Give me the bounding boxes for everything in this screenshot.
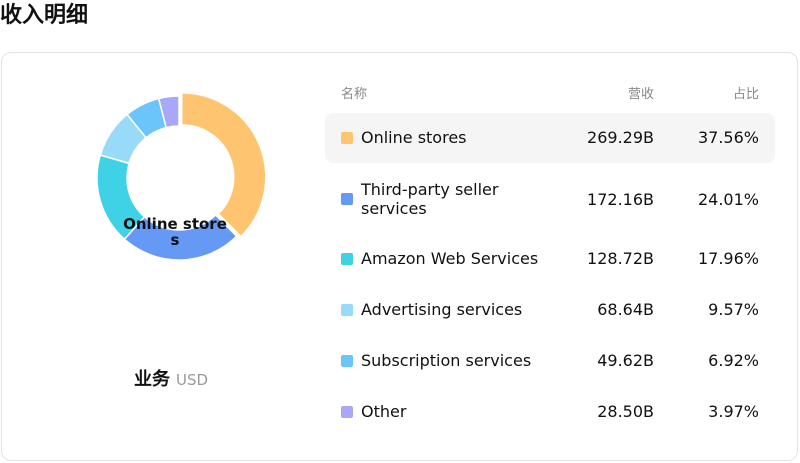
row-name: Other (361, 402, 407, 421)
table-row-other[interactable]: Other 28.50B 3.97% (325, 387, 775, 437)
row-name: Online stores (361, 128, 467, 147)
column-header-share: 占比 (732, 87, 759, 102)
row-revenue: 49.62B (597, 351, 654, 370)
donut-chart (93, 92, 265, 264)
table-row-subscription-services[interactable]: Subscription services 49.62B 6.92% (325, 336, 775, 386)
table-row-third-party-seller-services[interactable]: Third-party seller services 172.16B 24.0… (325, 174, 775, 224)
row-name: Third-party seller services (361, 180, 499, 218)
table-row-amazon-web-services[interactable]: Amazon Web Services 128.72B 17.96% (325, 234, 775, 284)
row-name: Subscription services (361, 351, 532, 370)
business-title: 业务 (134, 369, 170, 390)
legend-swatch (341, 253, 353, 265)
table-row-online-stores[interactable]: Online stores 269.29B 37.56% (325, 113, 775, 163)
row-share: 9.57% (708, 300, 759, 319)
row-share: 17.96% (697, 249, 759, 268)
row-share: 6.92% (708, 351, 759, 370)
legend-swatch (341, 355, 353, 367)
table-row-advertising-services[interactable]: Advertising services 68.64B 9.57% (325, 285, 775, 335)
donut-chart-svg (96, 92, 265, 261)
row-share: 3.97% (708, 402, 759, 421)
business-label: 业务 USD (134, 368, 208, 392)
donut-slice-other[interactable] (157, 95, 180, 129)
row-revenue: 269.29B (587, 128, 654, 147)
column-header-revenue: 营收 (627, 87, 654, 102)
row-revenue: 28.50B (597, 402, 654, 421)
row-share: 24.01% (697, 190, 759, 209)
currency-unit: USD (176, 371, 209, 389)
column-header-name: 名称 (341, 87, 368, 102)
donut-center-label: Online stores (123, 215, 227, 249)
legend-swatch (341, 406, 353, 418)
row-revenue: 128.72B (587, 249, 654, 268)
row-revenue: 172.16B (587, 190, 654, 209)
row-share: 37.56% (697, 128, 759, 147)
row-revenue: 68.64B (597, 300, 654, 319)
row-name: Advertising services (361, 300, 523, 319)
row-name: Amazon Web Services (361, 249, 539, 268)
page-title: 收入明细 (0, 3, 89, 28)
donut-slice-online-stores[interactable] (181, 92, 265, 238)
legend-swatch (341, 304, 353, 316)
legend-swatch (341, 132, 353, 144)
legend-swatch (341, 193, 353, 205)
